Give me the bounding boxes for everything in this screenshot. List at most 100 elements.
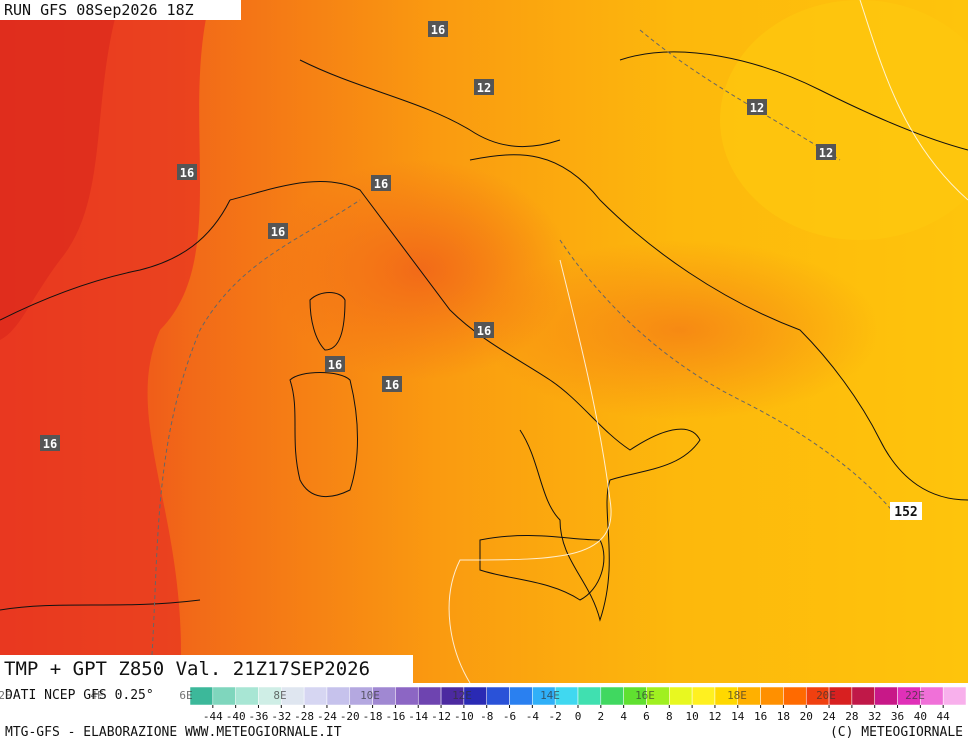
colorbar-tick-label: 12 <box>708 710 721 723</box>
colorbar-tick-label: 20 <box>800 710 813 723</box>
colorbar-tick-label: 2 <box>598 710 605 723</box>
colorbar-tick-label: -32 <box>271 710 291 723</box>
color-swatch <box>851 686 875 706</box>
color-swatch <box>600 686 624 706</box>
colorbar-tick-label: -8 <box>480 710 493 723</box>
contour-label: 16 <box>385 378 399 392</box>
warm-core <box>0 0 120 340</box>
source-label: DATI NCEP GFS 0.25° <box>5 688 154 703</box>
contour-label-bg <box>428 21 448 37</box>
colorbar-tick-label: -10 <box>454 710 474 723</box>
contour-label-bg <box>268 223 288 239</box>
contour-label: 16 <box>180 166 194 180</box>
colorbar-tick-label: -28 <box>294 710 314 723</box>
colorbar-tick-label: -2 <box>549 710 562 723</box>
color-swatch <box>417 686 442 706</box>
colorbar-tick-label: -18 <box>363 710 383 723</box>
colorbar-tick-label: 6 <box>643 710 650 723</box>
colorbar-tick-label: 16 <box>754 710 767 723</box>
longitude-label: 2E <box>0 689 12 702</box>
color-swatch <box>212 686 236 706</box>
product-title: TMP + GPT Z850 Val. 21Z17SEP2026 <box>0 655 413 683</box>
colorbar-tick-label: -14 <box>408 710 428 723</box>
longitude-label: 14E <box>540 689 560 702</box>
colorbar-tick-label: 28 <box>845 710 858 723</box>
colorbar-tick-label: -12 <box>431 710 451 723</box>
contour-label-bg <box>177 164 197 180</box>
color-swatch <box>189 686 214 706</box>
contour-label: 12 <box>819 146 833 160</box>
geopotential-lines <box>448 0 968 684</box>
color-swatch <box>395 686 419 706</box>
colorbar-tick-label: -40 <box>226 710 246 723</box>
colorbar-tick-label: 32 <box>868 710 881 723</box>
contour-label: 12 <box>477 81 491 95</box>
contour-label-bg <box>747 99 767 115</box>
color-swatch <box>760 686 784 706</box>
colorbar-tick-label: -4 <box>526 710 540 723</box>
contour-label: 16 <box>431 23 445 37</box>
longitude-label: 20E <box>816 689 836 702</box>
credit-right: (C) METEOGIORNALE <box>830 725 963 740</box>
contour-label: 16 <box>43 437 57 451</box>
longitude-label: 22E <box>905 689 925 702</box>
longitude-label: 4E <box>90 689 103 702</box>
contour-label-bg <box>382 376 402 392</box>
color-swatch <box>486 686 510 706</box>
colorbar-tick-label: 14 <box>731 710 745 723</box>
contour-label: 152 <box>894 505 917 520</box>
color-swatch <box>874 686 898 706</box>
colorbar-tick-label: -20 <box>340 710 360 723</box>
colorbar-tick-label: 36 <box>891 710 904 723</box>
colorbar-tick-label: -36 <box>249 710 269 723</box>
colorbar-tick-label: 8 <box>666 710 673 723</box>
colorbar-tick-label: -16 <box>385 710 405 723</box>
colorbar: DATI NCEP GFS 0.25° MTG-GFS - ELABORAZIO… <box>0 686 967 740</box>
color-swatch <box>303 686 328 706</box>
contour-label-bg <box>816 144 836 160</box>
contour-label-bg <box>325 356 345 372</box>
color-swatch <box>691 686 716 706</box>
mild-area <box>720 0 968 240</box>
colorbar-tick-label: 0 <box>575 710 582 723</box>
longitude-label: 6E <box>179 689 192 702</box>
longitude-label: 18E <box>727 689 747 702</box>
colorbar-tick-label: 44 <box>937 710 951 723</box>
color-swatch <box>235 686 259 706</box>
contour-label-bg <box>474 322 494 338</box>
colorbar-tick-label: -24 <box>317 710 337 723</box>
contour-label: 12 <box>750 101 764 115</box>
color-swatch <box>942 686 967 706</box>
colorbar-tick-label: 40 <box>914 710 927 723</box>
color-swatch <box>577 686 602 706</box>
coastlines <box>0 51 968 622</box>
contour-label-bg <box>40 435 60 451</box>
contour-label-bg <box>474 79 494 95</box>
color-swatch <box>509 686 533 706</box>
colorbar-tick-label: 18 <box>777 710 790 723</box>
contour-label-bg <box>890 502 922 520</box>
colorbar-tick-label: -44 <box>203 710 223 723</box>
contour-label: 16 <box>271 225 285 239</box>
contour-label: 16 <box>328 358 342 372</box>
warm-area <box>480 240 880 420</box>
longitude-label: 8E <box>273 689 286 702</box>
contour-label: 16 <box>477 324 491 338</box>
longitude-label: 16E <box>635 689 655 702</box>
longitude-label: 10E <box>360 689 380 702</box>
color-swatch <box>669 686 693 706</box>
color-swatch <box>326 686 351 706</box>
contour-label-bg <box>371 175 391 191</box>
colorbar-tick-label: -6 <box>503 710 516 723</box>
colorbar-tick-label: 4 <box>620 710 627 723</box>
colorbar-tick-label: 10 <box>685 710 698 723</box>
longitude-label: 12E <box>452 689 472 702</box>
isotherms <box>149 29 901 684</box>
colorbar-tick-label: 24 <box>822 710 836 723</box>
run-info: RUN GFS 08Sep2026 18Z <box>0 0 241 20</box>
contour-label: 16 <box>374 177 388 191</box>
credit-left: MTG-GFS - ELABORAZIONE WWW.METEOGIORNALE… <box>5 725 342 740</box>
color-swatch <box>783 686 807 706</box>
